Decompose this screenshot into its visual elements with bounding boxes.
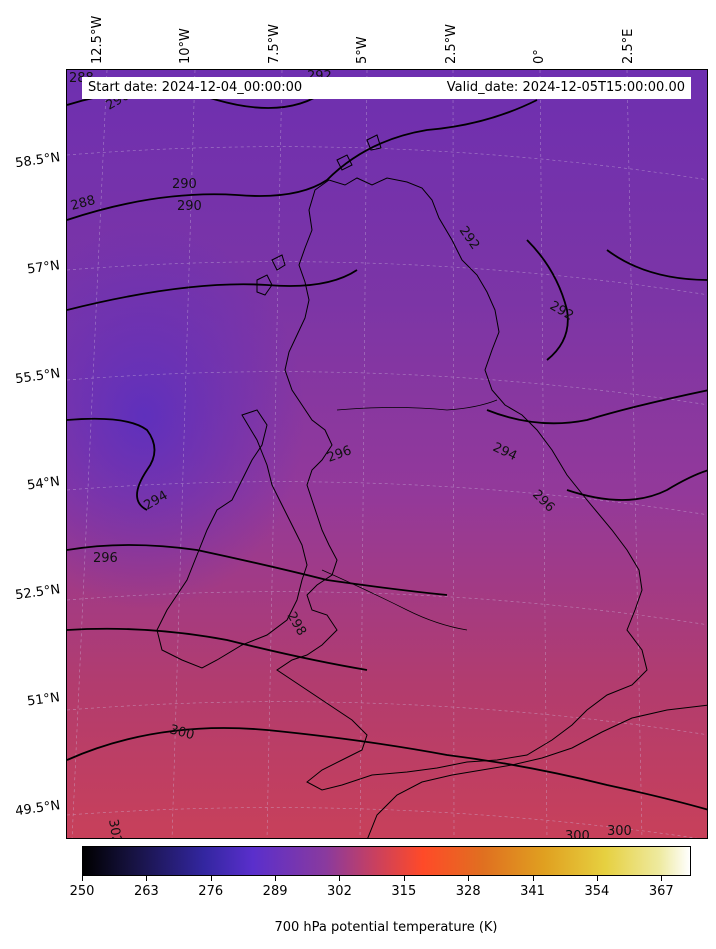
colorbar-tick <box>532 876 534 881</box>
map-panel: 288 290 290 290 288 292 292 292 294 294 … <box>66 69 708 839</box>
valid-date: Valid_date: 2024-12-05T15:00:00.00 <box>446 80 685 95</box>
colorbar-tick-label: 276 <box>198 884 224 899</box>
longitude-label: 0° <box>532 49 547 64</box>
colorbar-gradient <box>83 847 690 875</box>
colorbar-tick <box>403 876 405 881</box>
colorbar-tick-label: 367 <box>648 884 674 899</box>
contour-label: 290 <box>172 177 197 192</box>
contour-label: 300 <box>607 824 632 839</box>
date-info-box: Start date: 2024-12-04_00:00:00 Valid_da… <box>82 77 691 99</box>
colorbar-tick <box>146 876 148 881</box>
colorbar-tick <box>339 876 341 881</box>
latitude-label: 49.5°N <box>14 798 62 820</box>
latitude-label: 52.5°N <box>14 582 62 604</box>
start-date: Start date: 2024-12-04_00:00:00 <box>88 80 303 95</box>
latitude-label: 54°N <box>26 474 62 494</box>
map-svg: 288 290 290 290 288 292 292 292 294 294 … <box>67 70 707 839</box>
colorbar-tick-label: 250 <box>69 884 95 899</box>
colorbar-tick-label: 328 <box>455 884 481 899</box>
colorbar <box>82 846 691 876</box>
longitude-label: 2.5°W <box>444 23 459 64</box>
colorbar-label: 700 hPa potential temperature (K) <box>274 920 498 935</box>
latitude-label: 57°N <box>26 258 62 278</box>
contour-label: 290 <box>177 199 202 214</box>
longitude-label: 5°W <box>355 36 370 64</box>
graticule <box>67 70 707 838</box>
colorbar-tick <box>275 876 277 881</box>
longitude-label: 12.5°W <box>90 15 105 64</box>
colorbar-tick-label: 289 <box>262 884 288 899</box>
colorbar-tick <box>82 876 83 881</box>
colorbar-tick-label: 302 <box>327 884 352 899</box>
colorbar-tick-label: 354 <box>584 884 610 899</box>
colorbar-tick <box>661 876 663 881</box>
latitude-label: 51°N <box>26 690 62 710</box>
contour-label: 300 <box>168 722 196 743</box>
latitude-label: 55.5°N <box>14 366 62 388</box>
longitude-label: 7.5°W <box>267 23 282 64</box>
contour-label: 296 <box>93 551 118 566</box>
cold-region <box>67 70 707 838</box>
contour-label: 302 <box>105 818 124 839</box>
contour-label: 300 <box>565 829 590 839</box>
contour-label: 288 <box>69 193 97 214</box>
colorbar-tick <box>210 876 212 881</box>
latitude-label: 58.5°N <box>14 150 62 172</box>
longitude-label: 2.5°E <box>621 28 636 64</box>
colorbar-tick-label: 263 <box>133 884 159 899</box>
longitude-label: 10°W <box>178 28 193 64</box>
isotherm-contours <box>67 89 707 811</box>
colorbar-tick-label: 341 <box>520 884 545 899</box>
colorbar-tick <box>468 876 470 881</box>
colorbar-tick-label: 315 <box>391 884 417 899</box>
colorbar-tick <box>596 876 598 881</box>
